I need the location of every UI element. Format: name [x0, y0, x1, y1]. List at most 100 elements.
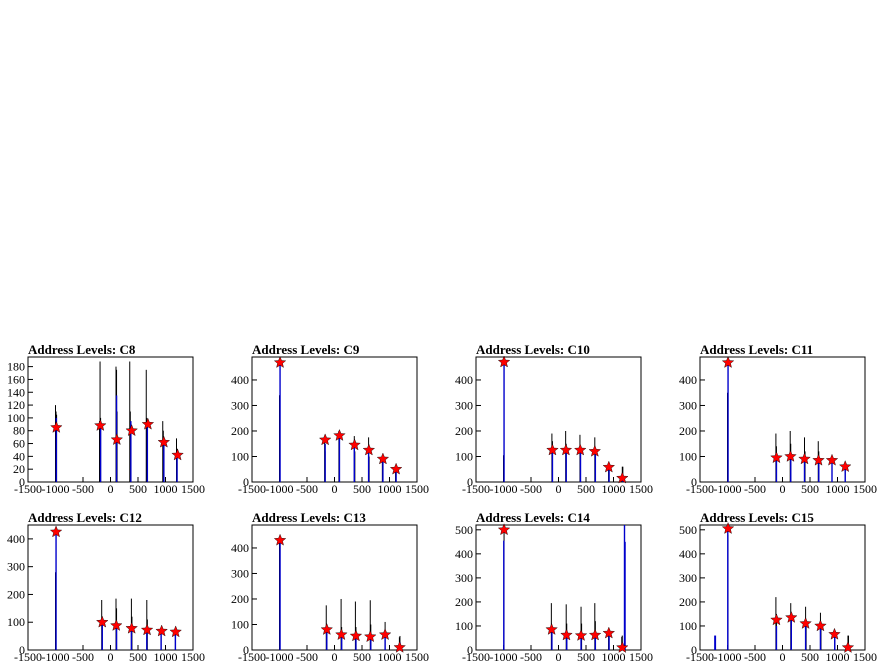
peak-marker: [364, 630, 377, 643]
y-tick-label: 60: [13, 437, 25, 451]
peak-marker: [785, 611, 798, 623]
x-tick-label: -1500: [462, 650, 490, 664]
y-tick-label: 0: [467, 475, 473, 489]
x-tick-label: 500: [801, 482, 819, 496]
chart-title: Address Levels: C13: [252, 510, 366, 525]
chart-panel: Address Levels: C15 -1500 -1000 -500 0 500 100…: [679, 510, 877, 664]
peak-marker: [125, 621, 138, 634]
y-tick-label: 300: [231, 398, 249, 412]
peak-marker: [588, 628, 602, 641]
peak-marker: [799, 617, 812, 629]
y-tick-label: 0: [243, 475, 249, 489]
x-tick-label: 1500: [629, 650, 653, 664]
x-tick-label: 0: [108, 482, 114, 496]
y-tick-label: 20: [13, 462, 25, 476]
y-tick-label: 400: [679, 547, 697, 561]
x-tick-label: -500: [744, 650, 766, 664]
x-tick-label: 1500: [853, 482, 877, 496]
y-tick-label: 400: [231, 541, 249, 555]
peak-marker: [616, 641, 629, 653]
x-tick-label: -1500: [686, 650, 714, 664]
peak-marker: [721, 522, 735, 534]
x-tick-label: 1000: [154, 482, 178, 496]
y-tick-label: 180: [7, 360, 25, 374]
peak-marker: [141, 417, 155, 430]
chart-title: Address Levels: C11: [700, 342, 813, 357]
x-tick-label: 0: [556, 482, 562, 496]
x-tick-label: 1000: [154, 650, 178, 664]
peak-marker: [841, 641, 855, 653]
peak-marker: [320, 623, 334, 635]
x-tick-label: -500: [72, 650, 94, 664]
x-tick-label: 0: [332, 482, 338, 496]
x-tick-label: 1500: [181, 650, 205, 664]
y-tick-label: 400: [455, 547, 473, 561]
chart-panel: Address Levels: C10 -1500 -1000 -500 0 500 100…: [455, 342, 653, 496]
peak-marker: [155, 624, 168, 637]
peak-marker: [333, 429, 346, 441]
chart-title: Address Levels: C15: [700, 510, 814, 525]
peak-marker: [96, 615, 109, 628]
y-tick-label: 100: [679, 619, 697, 633]
y-tick-label: 100: [231, 449, 249, 463]
peak-marker: [389, 462, 403, 475]
peak-marker: [546, 443, 559, 456]
peak-marker: [110, 433, 124, 445]
x-tick-label: -1000: [714, 482, 742, 496]
y-tick-label: 0: [691, 475, 697, 489]
x-tick-label: 500: [129, 650, 147, 664]
x-tick-label: -500: [744, 482, 766, 496]
peak-marker: [171, 448, 184, 461]
chart-panel: Address Levels: C14 -1500 -1000 -500 0 500 100…: [455, 510, 653, 664]
y-tick-label: 500: [455, 523, 473, 537]
peak-marker: [393, 640, 406, 653]
x-tick-label: 500: [129, 482, 147, 496]
peak-marker: [157, 435, 171, 448]
y-tick-label: 140: [7, 385, 25, 399]
y-tick-label: 300: [455, 571, 473, 585]
chart-panel: Address Levels: C13 -1500 -1000 -500 0 500 100…: [231, 510, 429, 664]
x-tick-label: 1000: [378, 482, 402, 496]
x-tick-label: -1000: [266, 482, 294, 496]
y-tick-label: 100: [455, 619, 473, 633]
y-tick-label: 300: [455, 398, 473, 412]
peak-marker: [497, 523, 511, 536]
peak-marker: [588, 444, 602, 457]
peak-marker: [140, 623, 154, 636]
chart-title: Address Levels: C14: [476, 510, 590, 525]
peak-marker: [497, 355, 511, 368]
peak-marker: [169, 625, 182, 638]
y-tick-label: 200: [679, 595, 697, 609]
x-tick-label: 500: [353, 482, 371, 496]
peak-marker: [602, 460, 616, 473]
y-tick-label: 300: [231, 566, 249, 580]
x-tick-label: 1000: [826, 482, 850, 496]
x-tick-label: -1000: [42, 650, 70, 664]
x-tick-label: -1000: [266, 650, 294, 664]
y-tick-label: 300: [679, 398, 697, 412]
y-tick-label: 300: [7, 560, 25, 574]
peak-marker: [770, 451, 783, 464]
x-tick-label: -1000: [490, 650, 518, 664]
x-tick-label: 500: [801, 650, 819, 664]
y-tick-label: 200: [455, 595, 473, 609]
y-tick-label: 120: [7, 398, 25, 412]
x-tick-label: 1000: [826, 650, 850, 664]
peak-marker: [559, 443, 573, 456]
y-tick-label: 100: [231, 617, 249, 631]
x-tick-label: -1000: [490, 482, 518, 496]
y-tick-label: 100: [679, 449, 697, 463]
x-tick-label: 1000: [602, 482, 626, 496]
x-tick-label: 0: [780, 482, 786, 496]
x-tick-label: 1500: [629, 482, 653, 496]
peak-marker: [616, 471, 629, 484]
x-tick-label: -1500: [14, 650, 42, 664]
peak-marker: [812, 453, 825, 466]
y-tick-label: 200: [231, 424, 249, 438]
x-tick-label: -1500: [686, 482, 714, 496]
chart-panel: Address Levels: C9-1500 -1000 -500 0 500 1000…: [231, 342, 429, 496]
x-tick-label: 1000: [378, 650, 402, 664]
plot-frame: [699, 356, 866, 483]
x-tick-label: 500: [577, 482, 595, 496]
